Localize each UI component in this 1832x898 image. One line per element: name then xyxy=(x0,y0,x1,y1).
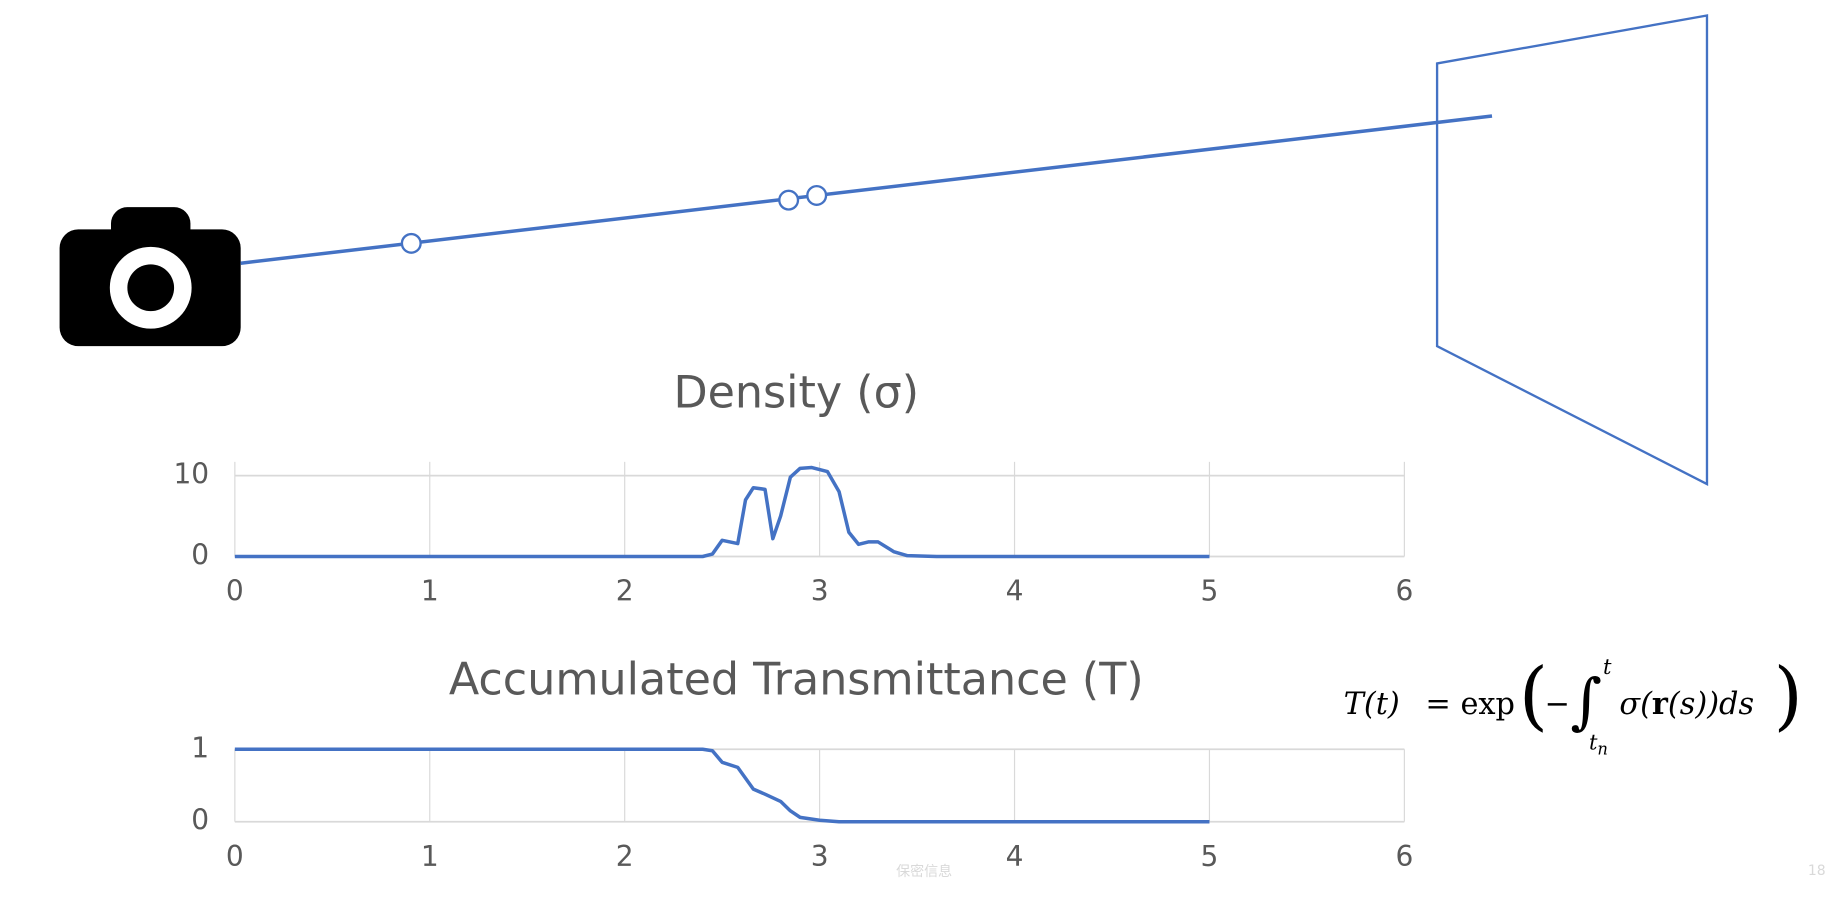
x-tick-label: 1 xyxy=(421,575,439,608)
image-plane xyxy=(1435,14,1709,486)
x-tick-label: 2 xyxy=(616,575,634,608)
formula-body: σ(r(s))ds xyxy=(1619,686,1754,722)
chart-title: Accumulated Transmittance (T) xyxy=(449,655,1144,706)
y-tick-label: 1 xyxy=(191,731,209,764)
x-tick-label: 6 xyxy=(1395,840,1413,873)
formula-minus: − xyxy=(1545,687,1570,722)
camera-icon xyxy=(59,207,241,347)
x-tick-label: 4 xyxy=(1006,840,1024,873)
footer: 保密信息 xyxy=(896,863,952,880)
y-tick-label: 0 xyxy=(191,538,209,571)
x-tick-label: 2 xyxy=(616,840,634,873)
formula-eq: = xyxy=(1425,687,1450,722)
data-line xyxy=(234,747,1210,824)
x-tick-label: 0 xyxy=(226,575,244,608)
x-tick-label: 1 xyxy=(421,840,439,873)
formula-lower: tn xyxy=(1589,729,1608,758)
x-tick-label: 0 xyxy=(226,840,244,873)
x-tick-label: 6 xyxy=(1395,575,1413,608)
formula-lhs: T(t) xyxy=(1344,687,1400,722)
formula-integral: ∫ xyxy=(1570,667,1602,737)
y-tick-label: 10 xyxy=(173,458,209,491)
x-tick-label: 5 xyxy=(1201,840,1219,873)
page-number: 18 xyxy=(1808,863,1826,879)
data-line xyxy=(234,465,1210,559)
x-tick-label: 5 xyxy=(1201,575,1219,608)
formula-upper: t xyxy=(1603,654,1612,679)
sample-points xyxy=(400,184,828,254)
chart-title: Density (σ) xyxy=(673,367,919,418)
x-tick-label: 3 xyxy=(811,575,829,608)
x-tick-label: 4 xyxy=(1006,575,1024,608)
formula: T(t) = exp ( − ∫ t tn σ(r(s))ds ) xyxy=(1344,652,1803,758)
ray xyxy=(240,114,1493,265)
y-tick-label: 0 xyxy=(191,804,209,837)
x-tick-label: 3 xyxy=(811,840,829,873)
formula-close: ) xyxy=(1774,652,1803,739)
formula-open: ( xyxy=(1519,652,1548,739)
formula-fn: exp xyxy=(1460,687,1515,722)
